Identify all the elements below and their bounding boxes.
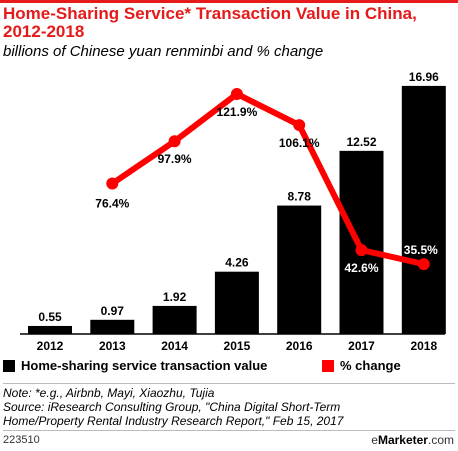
percent-change-label-2015: 121.9% [217, 105, 258, 119]
x-tick-label-2015: 2015 [224, 339, 251, 353]
bar-value-label-2016: 8.78 [288, 190, 312, 204]
bar-2017 [339, 150, 384, 334]
bar-value-label-2018: 16.96 [409, 70, 439, 84]
source-text-line1: Source: iResearch Consulting Group, "Chi… [3, 400, 341, 414]
percent-change-point-2014 [168, 135, 181, 148]
legend-label-bars: Home-sharing service transaction value [21, 358, 268, 373]
note-text: Note: *e.g., Airbnb, Mayi, Xiaozhu, Tuji… [3, 386, 215, 400]
brand-prefix: e [371, 433, 378, 447]
chart-subtitle: billions of Chinese yuan renminbi and % … [3, 43, 324, 60]
bar-2016 [277, 205, 322, 334]
x-tick-label-2012: 2012 [37, 339, 64, 353]
top-accent-rule [0, 0, 458, 3]
bar-2015 [214, 271, 259, 334]
percent-change-label-2017: 42.6% [344, 261, 378, 275]
percent-change-point-2017 [355, 244, 368, 257]
x-tick-label-2014: 2014 [161, 339, 188, 353]
x-tick-label-2018: 2018 [410, 339, 437, 353]
percent-change-label-2016: 106.1% [279, 136, 320, 150]
legend-label-line: % change [340, 358, 401, 373]
percent-change-points-group [106, 87, 430, 271]
percent-change-labels-group: 76.4% 97.9% 121.9% 106.1% 42.6% 35.5% [95, 105, 438, 275]
bar-value-label-2014: 1.92 [163, 290, 187, 304]
percent-change-point-2013 [106, 177, 119, 190]
legend: Home-sharing service transaction value %… [0, 358, 458, 378]
bar-value-label-2013: 0.97 [101, 304, 125, 318]
chart-title: Home-Sharing Service* Transaction Value … [3, 4, 417, 41]
percent-change-label-2014: 97.9% [158, 152, 192, 166]
bar-value-label-2017: 12.52 [346, 135, 376, 149]
source-text-line2: Home/Property Rental Industry Research R… [3, 414, 344, 428]
notes-divider [3, 383, 455, 384]
bar-value-label-2012: 0.55 [38, 310, 62, 324]
x-tick-label-2013: 2013 [99, 339, 126, 353]
percent-change-point-2018 [417, 258, 430, 271]
bar-value-label-2015: 4.26 [225, 256, 249, 270]
bar-2018 [401, 85, 446, 334]
chart-id: 223510 [3, 434, 40, 446]
legend-item-line: % change [322, 358, 401, 373]
percent-change-point-2016 [293, 119, 306, 132]
brand-suffix: .com [427, 433, 454, 447]
percent-change-point-2015 [230, 87, 243, 100]
legend-item-bars: Home-sharing service transaction value [3, 358, 267, 373]
legend-swatch-line [322, 359, 334, 372]
brand-logo: eMarketer.com [371, 433, 454, 447]
legend-swatch-bars [3, 359, 15, 372]
bars-group [28, 85, 446, 334]
brand-name: Marketer [377, 433, 428, 447]
footer-divider [3, 430, 455, 431]
percent-change-label-2013: 76.4% [95, 197, 129, 211]
x-tick-label-2017: 2017 [348, 339, 375, 353]
x-tick-labels-group: 2012 2013 2014 2015 2016 2017 2018 [37, 339, 438, 353]
bar-2013 [90, 319, 135, 334]
bar-labels-group: 0.55 0.97 1.92 4.26 8.78 12.52 16.96 [38, 70, 439, 324]
percent-change-label-2018: 35.5% [404, 243, 438, 257]
bar-2012 [28, 325, 72, 334]
bar-2014 [152, 305, 197, 334]
percent-change-line [109, 90, 427, 268]
x-tick-label-2016: 2016 [286, 339, 313, 353]
notes-block: Note: *e.g., Airbnb, Mayi, Xiaozhu, Tuji… [3, 386, 343, 428]
